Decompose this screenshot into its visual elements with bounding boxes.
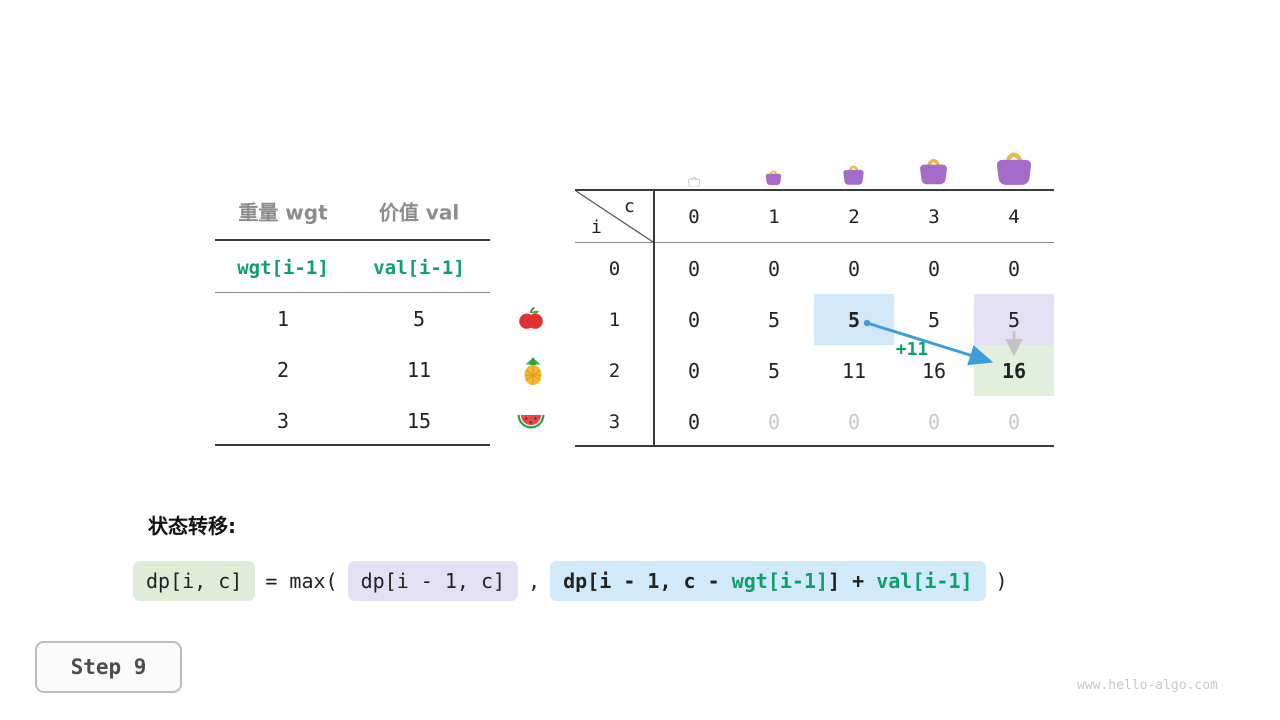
item-2-weight: 2 — [276, 358, 290, 382]
items-table-sub-rule — [215, 292, 490, 293]
dp-cell-1-3: 5 — [927, 307, 941, 332]
dp-table-top-rule — [575, 189, 1054, 191]
dp-row-header-1: 1 — [608, 308, 621, 331]
dp-table-vertical-rule — [653, 189, 655, 447]
formula-arg2-prefix: dp[i - 1, c - — [563, 569, 732, 593]
dp-cell-3-4: 0 — [1007, 409, 1021, 434]
dp-col-header-1: 1 — [768, 205, 780, 228]
dp-row-header-3: 3 — [608, 410, 621, 433]
item-2-value: 11 — [406, 358, 432, 382]
dp-table-bottom-rule — [575, 445, 1054, 447]
dp-corner-col-label: c — [624, 196, 635, 217]
bag-medium-icon — [841, 161, 866, 189]
dp-row-header-0: 0 — [608, 257, 621, 280]
watermelon-icon — [516, 409, 546, 437]
dp-cell-0-1: 0 — [767, 256, 781, 281]
item-1-weight: 1 — [276, 307, 290, 331]
dp-cell-2-0: 0 — [687, 358, 701, 383]
dp-cell-0-0: 0 — [687, 256, 701, 281]
bag-small-icon — [764, 167, 783, 189]
formula-arg2-wgt: wgt[i-1] — [731, 569, 829, 593]
item-1-value: 5 — [412, 307, 426, 331]
formula-arg1: dp[i - 1, c] — [347, 561, 519, 601]
dp-cell-0-3: 0 — [927, 256, 941, 281]
item-3-value: 15 — [406, 409, 432, 433]
items-formula-wgt: wgt[i-1] — [237, 257, 329, 279]
transition-formula: dp[i, c] = max( dp[i - 1, c] , dp[i - 1,… — [133, 561, 1008, 601]
dp-cell-3-0: 0 — [687, 409, 701, 434]
dp-col-header-0: 0 — [688, 205, 700, 228]
dp-col-header-2: 2 — [848, 205, 860, 228]
dp-cell-3-1: 0 — [767, 409, 781, 434]
dp-cell-0-4: 0 — [1007, 256, 1021, 281]
dp-cell-2-4-highlight-target: 16 — [974, 345, 1054, 396]
dp-cell-1-4-highlight-above: 5 — [974, 294, 1054, 345]
dp-row-header-2: 2 — [608, 359, 621, 382]
formula-lhs: dp[i, c] — [133, 561, 256, 601]
dp-cell-1-0: 0 — [687, 307, 701, 332]
items-col-header-val: 价值 val — [378, 200, 460, 225]
dp-cell-2-2: 11 — [841, 358, 867, 383]
bag-xlarge-icon — [993, 145, 1035, 189]
dp-corner-row-label: i — [591, 217, 602, 238]
dp-cell-1-2-highlight-source: 5 — [814, 294, 894, 345]
items-col-header-wgt: 重量 wgt — [238, 200, 328, 225]
dp-cell-2-3: 16 — [921, 358, 947, 383]
dp-col-header-3: 3 — [928, 205, 940, 228]
formula-operator: = max( — [265, 569, 338, 593]
items-table-header-rule — [215, 239, 490, 241]
dp-cell-0-2: 0 — [847, 256, 861, 281]
pineapple-icon — [521, 356, 545, 390]
transition-section-label: 状态转移: — [148, 514, 236, 538]
formula-arg2: dp[i - 1, c - wgt[i-1]] + val[i-1] — [550, 561, 986, 601]
dp-corner-diagonal — [575, 190, 654, 243]
formula-separator: , — [528, 569, 541, 593]
dp-cell-2-1: 5 — [767, 358, 781, 383]
formula-close-paren: ) — [995, 569, 1008, 593]
bag-large-icon — [917, 153, 950, 189]
items-formula-val: val[i-1] — [373, 257, 465, 279]
dp-cell-3-2: 0 — [847, 409, 861, 434]
bag-empty-icon — [687, 172, 701, 191]
step-indicator: Step 9 — [35, 641, 182, 693]
dp-cell-3-3: 0 — [927, 409, 941, 434]
items-table-bottom-rule — [215, 444, 490, 446]
dp-table-header-rule — [575, 242, 1054, 243]
formula-arg2-infix: ] + — [828, 569, 877, 593]
dp-cell-1-1: 5 — [767, 307, 781, 332]
item-3-weight: 3 — [276, 409, 290, 433]
watermark: www.hello-algo.com — [1077, 678, 1218, 693]
dp-col-header-4: 4 — [1008, 205, 1020, 228]
formula-arg2-val: val[i-1] — [876, 569, 973, 593]
apple-icon — [518, 306, 544, 336]
